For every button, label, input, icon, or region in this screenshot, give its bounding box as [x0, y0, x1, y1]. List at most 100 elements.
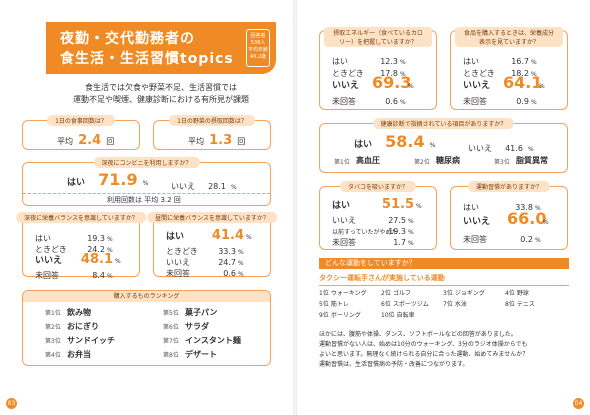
- meals-unit: 回: [106, 137, 115, 146]
- day-balance-value: 24.7: [218, 258, 236, 267]
- calorie-row: いいえ 69.3%: [332, 73, 414, 92]
- exercise-unit: %: [535, 237, 541, 244]
- title-line2: 食生活・生活習慣topics: [60, 51, 234, 67]
- late-balance-label: ときどき: [35, 245, 67, 254]
- sport-rank: 6位: [381, 301, 391, 308]
- sport-rank: 3位: [443, 290, 453, 297]
- late-balance-value: 8.4: [92, 271, 105, 280]
- calorie-row: 未回答 0.6%: [332, 89, 406, 108]
- sport-item: 8位 テニス: [505, 299, 535, 308]
- veg-box: 1日の野菜の摂取回数は？ 平均 1.3 回: [153, 115, 271, 150]
- checkup-item-name: 高血圧: [356, 156, 380, 165]
- checkup-no-value: 41.6: [505, 144, 523, 153]
- label-check-value: 16.7: [511, 57, 529, 66]
- sport-name: テニス: [516, 301, 535, 308]
- sport-item: 6位 スポーツジム: [381, 299, 429, 308]
- sport-name: ウォーキング: [330, 290, 367, 297]
- exercise-label: はい: [463, 203, 479, 212]
- smoke-row: はい 51.5%: [332, 193, 422, 212]
- veg-question: 1日の野菜の摂取回数は？: [169, 115, 255, 126]
- calorie-unit: %: [400, 59, 406, 66]
- sport-item: 10位 自転車: [381, 310, 415, 319]
- calorie-value: 12.3: [380, 57, 398, 66]
- sport-name: ゴルフ: [392, 290, 411, 297]
- smoke-value: 27.5: [388, 216, 406, 225]
- smoke-row: いいえ 27.5%: [332, 208, 414, 227]
- calorie-unit: %: [408, 83, 414, 90]
- late-balance-unit: %: [107, 247, 113, 254]
- sport-rank: 4位: [505, 290, 515, 297]
- smoke-value: 1.7: [393, 238, 406, 247]
- exercise-row: いいえ 66.0%: [463, 209, 549, 228]
- label-check-value: 18.2: [511, 69, 529, 78]
- title-line1: 夜勤・交代勤務者の: [60, 31, 195, 47]
- checkup-yes: はい 58.4 %: [354, 132, 435, 151]
- checkup-no: いいえ 41.6 %: [468, 136, 534, 155]
- ranking-title: 購入するものランキング: [23, 291, 270, 302]
- checkup-no-label: いいえ: [468, 144, 492, 153]
- sport-name: ボーリング: [330, 312, 361, 319]
- late-balance-value: 19.3: [87, 234, 105, 243]
- ranking-item-name: 菓子パン: [185, 308, 218, 317]
- sport-item: 7位 水泳: [443, 299, 467, 308]
- late-balance-question: 深夜に栄養バランスを意識していますか？: [16, 212, 146, 223]
- day-balance-row: いいえ 24.7%: [166, 250, 244, 269]
- page-number-right: 04: [573, 398, 584, 409]
- intro-line2: 運動不足や喫煙、健康診断における有所見が課題: [73, 95, 249, 104]
- day-balance-value: 33.3: [218, 247, 236, 256]
- label-check-label: ときどき: [463, 69, 495, 78]
- smoke-value: 51.5: [381, 197, 414, 212]
- label-check-row: はい 16.7%: [463, 49, 537, 68]
- sport-name: スポーツジム: [392, 301, 429, 308]
- day-balance-label: はい: [166, 232, 185, 242]
- calorie-value: 17.8: [380, 69, 398, 78]
- smoke-label: 以前すっていたがやめた: [332, 229, 398, 236]
- smoke-question: タバコを吸いますか？: [339, 181, 417, 192]
- sport-item: 3位 ジョギング: [443, 288, 485, 297]
- respondents-badge: 回答者 538人 平均年齢 40.2歳: [246, 29, 270, 67]
- sport-rank: 8位: [505, 301, 515, 308]
- calorie-row: はい 12.3%: [332, 49, 406, 68]
- intro-text: 食生活では欠食や野菜不足、生活習慣では 運動不足や喫煙、健康診断における有所見が…: [46, 82, 276, 106]
- late-balance-label: いいえ: [35, 256, 63, 266]
- checkup-yes-value: 58.4: [385, 132, 425, 151]
- intro-line1: 食生活では欠食や野菜不足、生活習慣では: [85, 83, 237, 92]
- late-balance-row: はい 19.3%: [35, 226, 113, 245]
- konbini-no-value: 28.1: [208, 182, 226, 191]
- exercise-label: いいえ: [463, 217, 491, 227]
- meals-box: 1日の食事回数は？ 平均 2.4 回: [22, 115, 140, 150]
- konbini-yes-label: はい: [67, 178, 86, 188]
- label-check-row: ときどき 18.2%: [463, 61, 537, 80]
- label-check-value: 0.9: [516, 97, 529, 106]
- exercise-row: はい 33.8%: [463, 195, 541, 214]
- meals-answer: 平均 2.4 回: [57, 129, 114, 148]
- calorie-value: 69.3: [372, 73, 412, 92]
- label-check-question: 食品を購入するときは、栄養成分表示を見ていますか？: [455, 27, 563, 47]
- exercise-row: 未回答 0.2%: [463, 227, 541, 246]
- smoke-row: 以前すっていたがやめた19.3%: [332, 219, 414, 238]
- exercise-unit: %: [543, 219, 549, 226]
- ranking-item-name: インスタント麺: [185, 336, 241, 345]
- label-check-label: いいえ: [463, 81, 491, 91]
- label-check-box: 食品を購入するときは、栄養成分表示を見ていますか？ はい 16.7% ときどき 18.…: [450, 27, 568, 110]
- checkup-item-name: 脂質異常: [516, 156, 548, 165]
- sport-rank: 1位: [319, 290, 329, 297]
- checkup-yes-label: はい: [354, 140, 373, 150]
- calorie-unit: %: [400, 99, 406, 106]
- ranking-rank: 第2位: [45, 324, 61, 331]
- konbini-no: いいえ 28.1 %: [171, 174, 237, 193]
- checkup-box: 健康診断で指摘されている項目がありますか？ はい 58.4 % いいえ 41.6…: [319, 118, 568, 173]
- day-balance-row: はい 41.4%: [166, 224, 252, 243]
- sport-rank: 9位: [319, 312, 329, 319]
- late-balance-row: 未回答 8.4%: [35, 263, 113, 282]
- sport-name: 水泳: [454, 301, 467, 308]
- ranking-rank: 第1位: [45, 310, 61, 317]
- ranking-box: 購入するものランキング 第1位 飲み物 第2位 おにぎり 第3位 サンドイッチ 第4位 お弁当…: [22, 290, 271, 366]
- ranking-item-name: サンドイッチ: [67, 336, 115, 345]
- sport-rank: 10位: [381, 312, 395, 319]
- calorie-value: 0.6: [385, 97, 398, 106]
- advice-line2: 運動習慣がない人は、始めは10分のウォーキング、3分のラジオ体操からでも: [319, 341, 528, 348]
- sport-name: 筋トレ: [330, 301, 349, 308]
- day-balance-value: 41.4: [211, 228, 244, 243]
